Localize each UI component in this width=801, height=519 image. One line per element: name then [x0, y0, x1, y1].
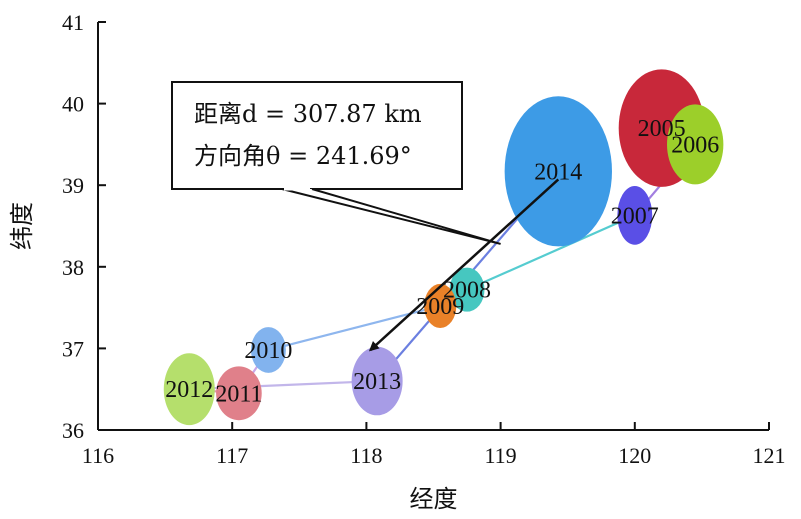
callout-pointer	[281, 188, 501, 245]
y-tick-label-41: 41	[62, 10, 84, 35]
y-tick-label-36: 36	[62, 418, 84, 443]
x-tick-label-121: 121	[753, 443, 786, 468]
y-tick-label-40: 40	[62, 92, 84, 117]
year-label-2006: 2006	[671, 132, 719, 158]
y-tick-label-39: 39	[62, 173, 84, 198]
bubble-2014	[504, 96, 612, 247]
callout-angle-text: 方向角θ = 241.69°	[194, 142, 412, 170]
y-tick-label-38: 38	[62, 255, 84, 280]
year-label-2009: 2009	[416, 294, 464, 320]
bubble-2013	[351, 346, 403, 416]
year-label-2013: 2013	[353, 369, 401, 395]
year-label-2011: 2011	[215, 381, 262, 407]
bubble-2006	[667, 104, 724, 185]
x-tick-label-120: 120	[618, 443, 651, 468]
x-tick-label-117: 117	[216, 443, 248, 468]
callout-box	[171, 81, 463, 190]
y-tick-label-37: 37	[62, 336, 84, 361]
shift-arrow	[368, 178, 560, 352]
x-tick-label-118: 118	[350, 443, 382, 468]
x-tick-label-119: 119	[485, 443, 517, 468]
x-axis-title: 经度	[410, 485, 458, 513]
year-label-2010: 2010	[244, 338, 292, 364]
year-label-2012: 2012	[165, 377, 213, 403]
year-label-2008: 2008	[443, 278, 491, 304]
bubble-2007	[617, 186, 653, 245]
x-tick-label-116: 116	[82, 443, 114, 468]
bubble-2010	[250, 327, 286, 373]
bubble-2011	[216, 366, 262, 421]
bubble-2012	[163, 353, 215, 426]
year-label-2014: 2014	[534, 159, 582, 185]
callout-distance-text: 距离d = 307.87 km	[194, 100, 422, 128]
bubble-2008	[449, 267, 485, 312]
trajectory-segment-2009-2010	[268, 304, 441, 352]
year-label-2007: 2007	[611, 203, 659, 229]
trajectory-segment-2007-2008	[466, 214, 636, 291]
year-label-2005: 2005	[638, 116, 686, 142]
y-axis-title: 纬度	[8, 202, 36, 250]
